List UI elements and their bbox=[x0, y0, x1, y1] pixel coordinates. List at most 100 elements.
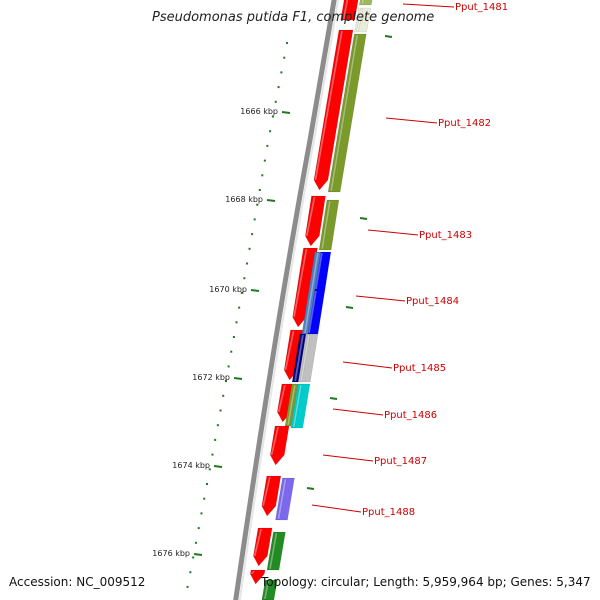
scale-dot bbox=[222, 394, 225, 397]
cds-reverse bbox=[261, 579, 278, 600]
gene-leader-line bbox=[385, 117, 438, 124]
kbp-tick-mark bbox=[213, 465, 223, 468]
backbone-line bbox=[233, 0, 337, 600]
scale-dot bbox=[277, 86, 280, 89]
scale-dot bbox=[203, 497, 206, 500]
cds-reverse bbox=[358, 0, 373, 6]
scale-dot bbox=[245, 262, 248, 265]
cds-forward bbox=[253, 527, 273, 567]
cds-reverse bbox=[318, 199, 340, 251]
scale-dot bbox=[251, 233, 254, 236]
gene-leader-line bbox=[355, 295, 406, 302]
scale-dot bbox=[224, 380, 227, 383]
scale-dot bbox=[269, 130, 272, 133]
cds-forward-shine bbox=[305, 196, 316, 237]
cds-accent bbox=[301, 251, 322, 335]
gene-leader-line bbox=[311, 504, 362, 513]
gene-leader-line bbox=[322, 454, 374, 462]
kbp-tick-label: 1676 kbp bbox=[152, 549, 190, 558]
kbp-tick-mark bbox=[384, 35, 393, 38]
cds-forward-shine bbox=[270, 426, 280, 456]
cds-reverse-shine bbox=[299, 334, 311, 382]
cds-forward-shine bbox=[292, 248, 308, 318]
scale-dot bbox=[214, 438, 217, 441]
kbp-tick-mark bbox=[193, 553, 203, 556]
scale-dot bbox=[238, 306, 241, 309]
scale-dot bbox=[240, 291, 243, 294]
cds-reverse bbox=[275, 477, 295, 521]
cds-reverse-shine bbox=[360, 0, 365, 5]
gene-labels: Pput_1481 Pput_1482 Pput_1483 Pput_1484 Pput… bbox=[311, 2, 508, 518]
scale-dot bbox=[192, 556, 195, 559]
cds-forward-shine bbox=[284, 330, 295, 371]
cds-forward bbox=[292, 247, 318, 328]
gene-leader-line bbox=[342, 361, 393, 369]
genome-title: Pseudomonas putida F1, complete genome bbox=[152, 10, 435, 25]
kbp-tick-label: 1672 kbp bbox=[192, 373, 230, 382]
scale-dot bbox=[216, 424, 219, 427]
kbp-ticks: 1666 kbp 1668 kbp 1670 kbp 1672 kbp 1674 kbp… bbox=[152, 35, 393, 558]
kbp-tick-label: 1670 kbp bbox=[209, 285, 247, 294]
scale-dot bbox=[189, 571, 192, 574]
gene-label-5: Pput_1485 bbox=[393, 363, 446, 374]
gene-label-8: Pput_1488 bbox=[362, 507, 415, 518]
scale-dot bbox=[235, 321, 238, 324]
gene-leader-line bbox=[367, 229, 419, 236]
cds-forward-shine bbox=[250, 570, 256, 575]
kbp-tick-label: 1668 kbp bbox=[225, 195, 263, 204]
kbp-tick-label: 1674 kbp bbox=[172, 461, 210, 470]
cds-reverse-shine bbox=[263, 580, 270, 600]
cds-reverse bbox=[327, 33, 367, 193]
cds-forward-shine bbox=[314, 30, 344, 181]
cds-forward-shine bbox=[277, 384, 287, 413]
scale-dot bbox=[200, 512, 203, 515]
cds-forward bbox=[261, 475, 282, 517]
kbp-tick-mark bbox=[359, 217, 368, 220]
gene-label-3: Pput_1483 bbox=[419, 230, 472, 241]
cds-accent bbox=[284, 383, 299, 427]
scale-dot bbox=[258, 189, 261, 191]
scale-dot bbox=[194, 541, 197, 544]
scale-dot bbox=[271, 115, 274, 118]
kbp-tick-mark bbox=[250, 289, 260, 292]
gene-label-6: Pput_1486 bbox=[384, 410, 437, 421]
scale-dot bbox=[211, 453, 214, 456]
cds-reverse-shine bbox=[320, 200, 332, 250]
scale-dot bbox=[230, 350, 233, 353]
scale-dots bbox=[186, 42, 289, 588]
cds-forward-shine bbox=[342, 0, 349, 20]
gene-leader-line bbox=[332, 408, 384, 416]
cds-accent bbox=[291, 333, 307, 383]
scale-dot bbox=[243, 277, 246, 280]
cds-forward-shine bbox=[261, 476, 272, 507]
accession-text: Accession: NC_009512 bbox=[9, 575, 146, 589]
scale-dot bbox=[219, 409, 222, 412]
cds-forward bbox=[340, 0, 359, 21]
cds-forward bbox=[305, 195, 326, 247]
cds-reverse-shine bbox=[356, 8, 364, 32]
scale-dot bbox=[280, 71, 283, 74]
kbp-tick-mark bbox=[281, 111, 291, 114]
scale-dot bbox=[266, 144, 269, 147]
cds-reverse-shine bbox=[277, 478, 287, 520]
kbp-tick-mark bbox=[266, 199, 276, 202]
cds-forward bbox=[250, 569, 266, 585]
cds-reverse-shine bbox=[268, 532, 278, 570]
gene-label-1: Pput_1481 bbox=[455, 2, 508, 13]
scale-dot bbox=[283, 56, 286, 59]
scale-dot bbox=[232, 336, 235, 338]
scale-dot bbox=[197, 527, 200, 530]
scale-dot bbox=[186, 585, 189, 588]
genome-stats: Topology: circular; Length: 5,959,964 bp… bbox=[261, 575, 591, 589]
scale-dot bbox=[208, 468, 211, 471]
cds-forward bbox=[313, 29, 354, 191]
scale-dot bbox=[227, 365, 230, 368]
gene-label-2: Pput_1482 bbox=[438, 118, 491, 129]
scale-dot bbox=[248, 247, 251, 250]
scale-dot bbox=[286, 42, 289, 44]
scale-dot bbox=[261, 174, 264, 177]
gene-features bbox=[250, 0, 373, 600]
kbp-tick-mark bbox=[345, 306, 354, 309]
cds-accent-shine bbox=[303, 252, 320, 334]
